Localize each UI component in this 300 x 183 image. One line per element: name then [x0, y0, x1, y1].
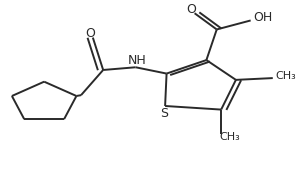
- Text: CH₃: CH₃: [276, 71, 296, 81]
- Text: NH: NH: [128, 54, 146, 67]
- Text: O: O: [187, 3, 196, 16]
- Text: S: S: [160, 107, 168, 120]
- Text: OH: OH: [253, 11, 272, 24]
- Text: O: O: [85, 27, 95, 40]
- Text: CH₃: CH₃: [220, 132, 240, 143]
